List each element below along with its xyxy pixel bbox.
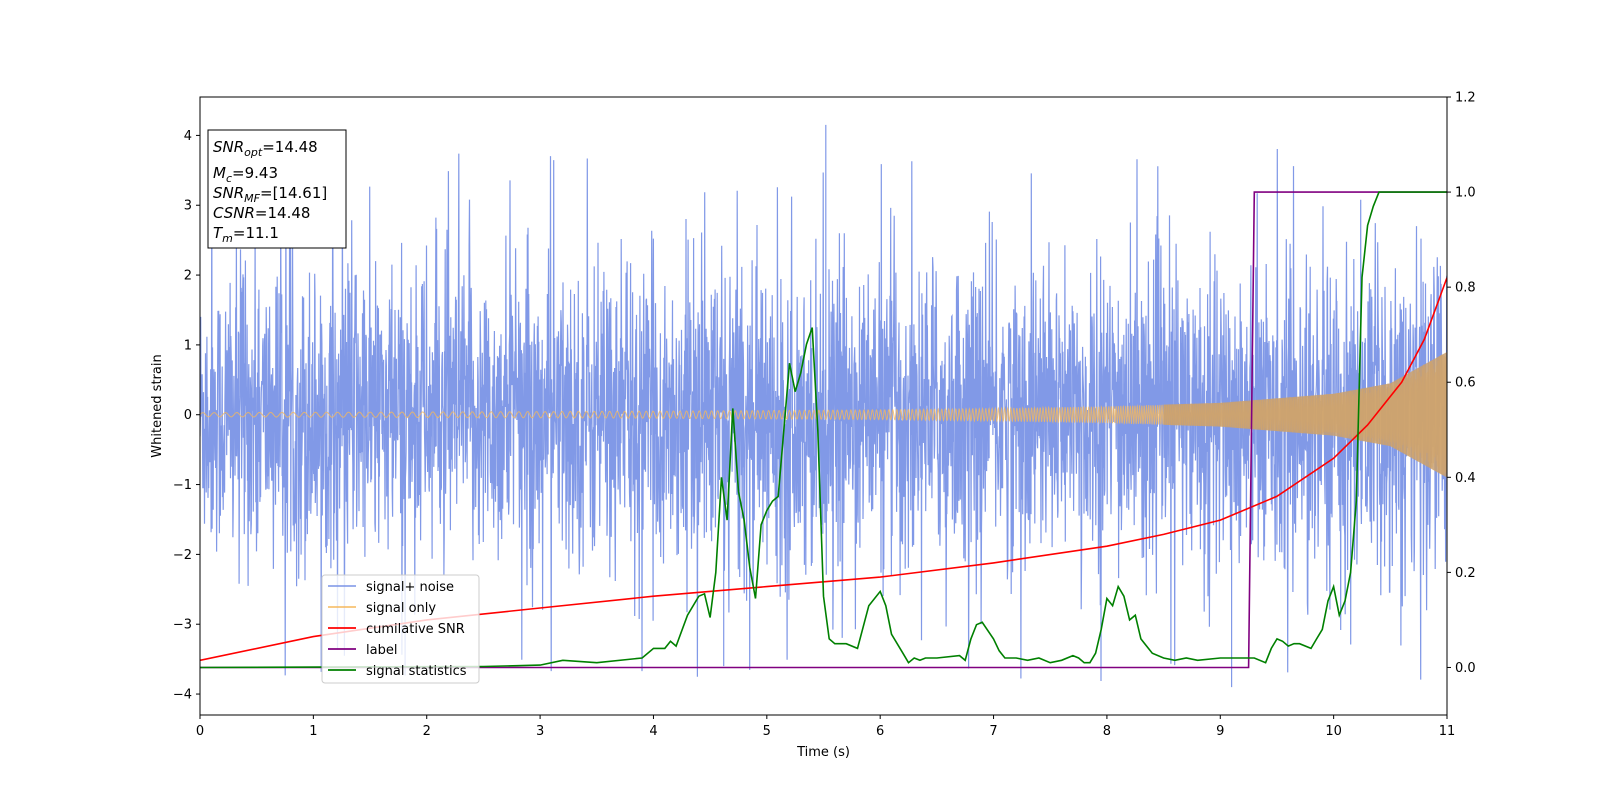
legend-frame: [321, 574, 480, 684]
y-right-tick-label: 1.2: [1455, 91, 1476, 106]
annotation-frame: [207, 129, 347, 249]
x-tick-label: 9: [1216, 724, 1224, 739]
series-signal-only-envelope: [1163, 351, 1447, 478]
annotation-mc: Mc=9.43: [213, 164, 278, 185]
annotation-tm-sub: m: [222, 232, 233, 245]
x-tick-label: 10: [1325, 724, 1342, 739]
annotation-snr-opt: SNRopt=14.48: [213, 138, 318, 159]
x-tick-label: 7: [989, 724, 997, 739]
annotation-csnr: CSNR=14.48: [213, 204, 310, 222]
series-signal-noise: [200, 124, 1447, 688]
annotation-csnr-base: CSNR: [213, 204, 255, 222]
x-tick-label: 5: [763, 724, 771, 739]
y-left-tick-label: 0: [184, 408, 192, 423]
y-right-tick-label: 0.4: [1455, 471, 1476, 486]
y-right-tick-label: 0.6: [1455, 376, 1476, 391]
legend: signal+ noise signal only cumilative SNR…: [321, 574, 480, 684]
x-tick-label: 0: [196, 724, 204, 739]
x-tick-label: 4: [649, 724, 657, 739]
y-left-tick-label: −1: [173, 478, 192, 493]
series-layer: [200, 124, 1447, 688]
annotation-snr-mf-base: SNR: [213, 184, 244, 202]
annotation-tm: Tm=11.1: [213, 224, 279, 245]
y-right-tick-label: 1.0: [1455, 186, 1476, 201]
y-axis-label: Whitened strain: [150, 354, 165, 457]
annotation-snr-mf-value: =[14.61]: [260, 184, 327, 202]
annotation-mc-sub: c: [226, 172, 232, 185]
y-left-tick-label: 4: [184, 129, 192, 144]
x-tick-label: 8: [1103, 724, 1111, 739]
legend-label-label: label: [366, 643, 397, 658]
legend-label-signal-only: signal only: [366, 601, 436, 616]
annotation-tm-base: T: [213, 224, 224, 242]
x-tick-label: 3: [536, 724, 544, 739]
series-label: [200, 191, 1447, 669]
y-left-tick-label: −3: [173, 618, 192, 633]
annotation-mc-base: M: [213, 164, 226, 182]
x-tick-label: 1: [309, 724, 317, 739]
annotation-snr-opt-sub: opt: [244, 146, 263, 159]
legend-label-cumulative-snr: cumilative SNR: [366, 622, 465, 637]
y-right-tick-label: 0.0: [1455, 661, 1476, 676]
annotation-mc-value: =9.43: [232, 164, 278, 182]
annotation-snr-mf-sub: MF: [244, 192, 260, 205]
legend-label-signal-noise: signal+ noise: [366, 580, 454, 595]
y-left-tick-label: 1: [184, 338, 192, 353]
annotation-tm-value: =11.1: [233, 224, 279, 242]
x-tick-label: 2: [423, 724, 431, 739]
annotation-snr-opt-base: SNR: [213, 138, 244, 156]
ticks-layer: 0 1 2 3 4 5 6 7 8 9 10 11 −4 −3 −2 −1 0 1 2 3 4 0.0 0.2 0.4 0.6 0…: [173, 91, 1476, 740]
plot-frame: [199, 96, 1448, 716]
x-tick-label: 11: [1439, 724, 1456, 739]
y-right-tick-label: 0.8: [1455, 281, 1476, 296]
series-cumulative-snr: [200, 277, 1447, 662]
y-left-tick-label: 3: [184, 199, 192, 214]
y-right-tick-label: 0.2: [1455, 566, 1476, 581]
annotation-snr-opt-value: =14.48: [262, 138, 318, 156]
y-left-tick-label: −2: [173, 548, 192, 563]
y-left-tick-label: −4: [173, 688, 192, 703]
y-left-tick-label: 2: [184, 269, 192, 284]
annotation-csnr-value: =14.48: [255, 204, 311, 222]
x-axis-label: Time (s): [796, 745, 850, 760]
series-signal-statistics: [200, 191, 1447, 669]
annotation-box: SNRopt=14.48 Mc=9.43 SNRMF=[14.61] CSNR=…: [207, 129, 347, 249]
legend-label-signal-statistics: signal statistics: [366, 664, 467, 679]
annotation-snr-mf: SNRMF=[14.61]: [213, 184, 327, 205]
x-tick-label: 6: [876, 724, 884, 739]
